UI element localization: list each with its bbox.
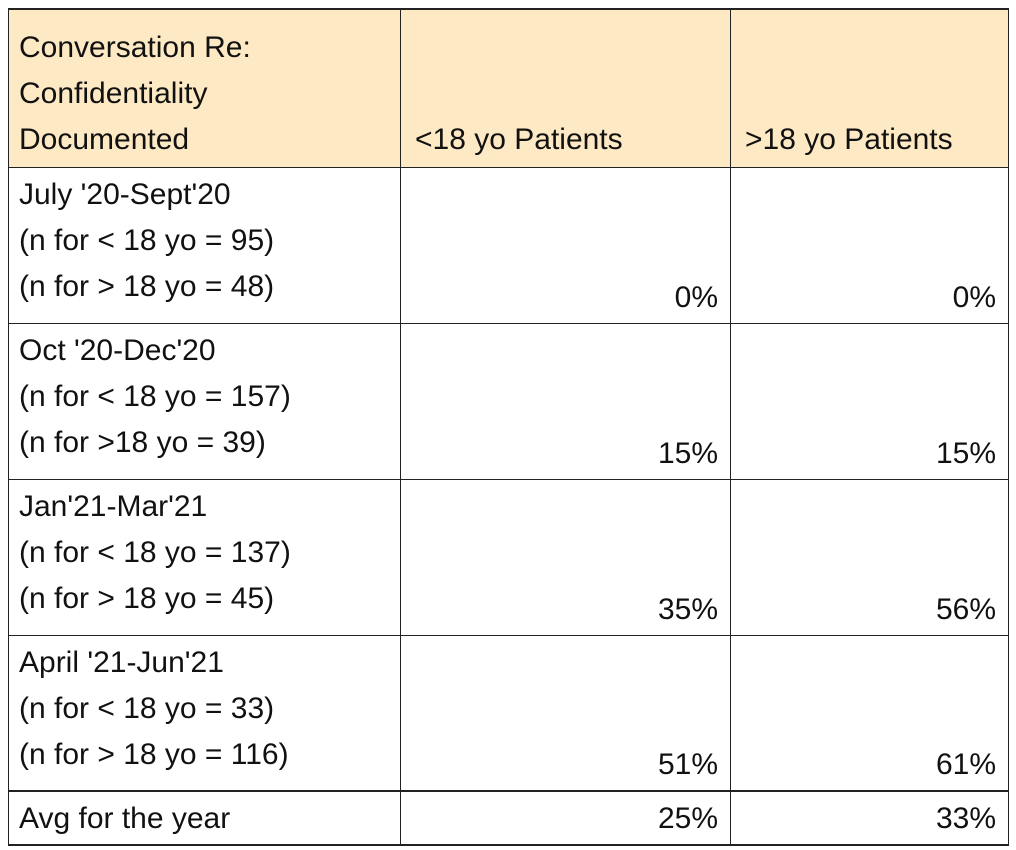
n-over18-label: (n for > 18 yo = 45) (19, 581, 275, 615)
over18-value: 15% (730, 322, 1009, 480)
period-cell: July '20-Sept'20 (n for < 18 yo = 95) (n… (8, 166, 401, 324)
period-label: April '21-Jun'21 (19, 645, 224, 679)
n-under18-label: (n for < 18 yo = 137) (19, 535, 291, 569)
n-over18-label: (n for >18 yo = 39) (19, 425, 266, 459)
period-cell: April '21-Jun'21 (n for < 18 yo = 33) (n… (8, 634, 401, 792)
period-cell: Jan'21-Mar'21 (n for < 18 yo = 137) (n f… (8, 478, 401, 636)
under18-value: 0% (400, 166, 731, 324)
n-over18-label: (n for > 18 yo = 48) (19, 269, 275, 303)
table-header-row: Conversation Re: Confidentiality Documen… (8, 8, 1009, 168)
table-row: July '20-Sept'20 (n for < 18 yo = 95) (n… (8, 166, 1009, 324)
under18-value: 15% (400, 322, 731, 480)
average-under18-value: 25% (400, 790, 731, 846)
over18-value: 61% (730, 634, 1009, 792)
n-over18-label: (n for > 18 yo = 116) (19, 737, 289, 771)
under18-value: 35% (400, 478, 731, 636)
period-cell: Oct '20-Dec'20 (n for < 18 yo = 157) (n … (8, 322, 401, 480)
header-title-line: Conversation Re: (19, 30, 251, 64)
period-label: Jan'21-Mar'21 (19, 489, 208, 523)
table-row: Jan'21-Mar'21 (n for < 18 yo = 137) (n f… (8, 478, 1009, 636)
header-title-cell: Conversation Re: Confidentiality Documen… (8, 8, 401, 168)
n-under18-label: (n for < 18 yo = 95) (19, 223, 275, 257)
average-row: Avg for the year 25% 33% (8, 790, 1009, 846)
header-under18-cell: <18 yo Patients (400, 8, 731, 168)
period-label: July '20-Sept'20 (19, 177, 231, 211)
table-row: April '21-Jun'21 (n for < 18 yo = 33) (n… (8, 634, 1009, 792)
over18-value: 56% (730, 478, 1009, 636)
header-title-line: Documented (19, 122, 190, 156)
period-label: Oct '20-Dec'20 (19, 333, 216, 367)
under18-value: 51% (400, 634, 731, 792)
n-under18-label: (n for < 18 yo = 33) (19, 691, 275, 725)
confidentiality-table: Conversation Re: Confidentiality Documen… (8, 8, 1009, 846)
header-over18-cell: >18 yo Patients (730, 8, 1009, 168)
average-label: Avg for the year (8, 790, 401, 846)
over18-value: 0% (730, 166, 1009, 324)
n-under18-label: (n for < 18 yo = 157) (19, 379, 291, 413)
header-title-line: Confidentiality (19, 76, 208, 110)
average-over18-value: 33% (730, 790, 1009, 846)
table-row: Oct '20-Dec'20 (n for < 18 yo = 157) (n … (8, 322, 1009, 480)
